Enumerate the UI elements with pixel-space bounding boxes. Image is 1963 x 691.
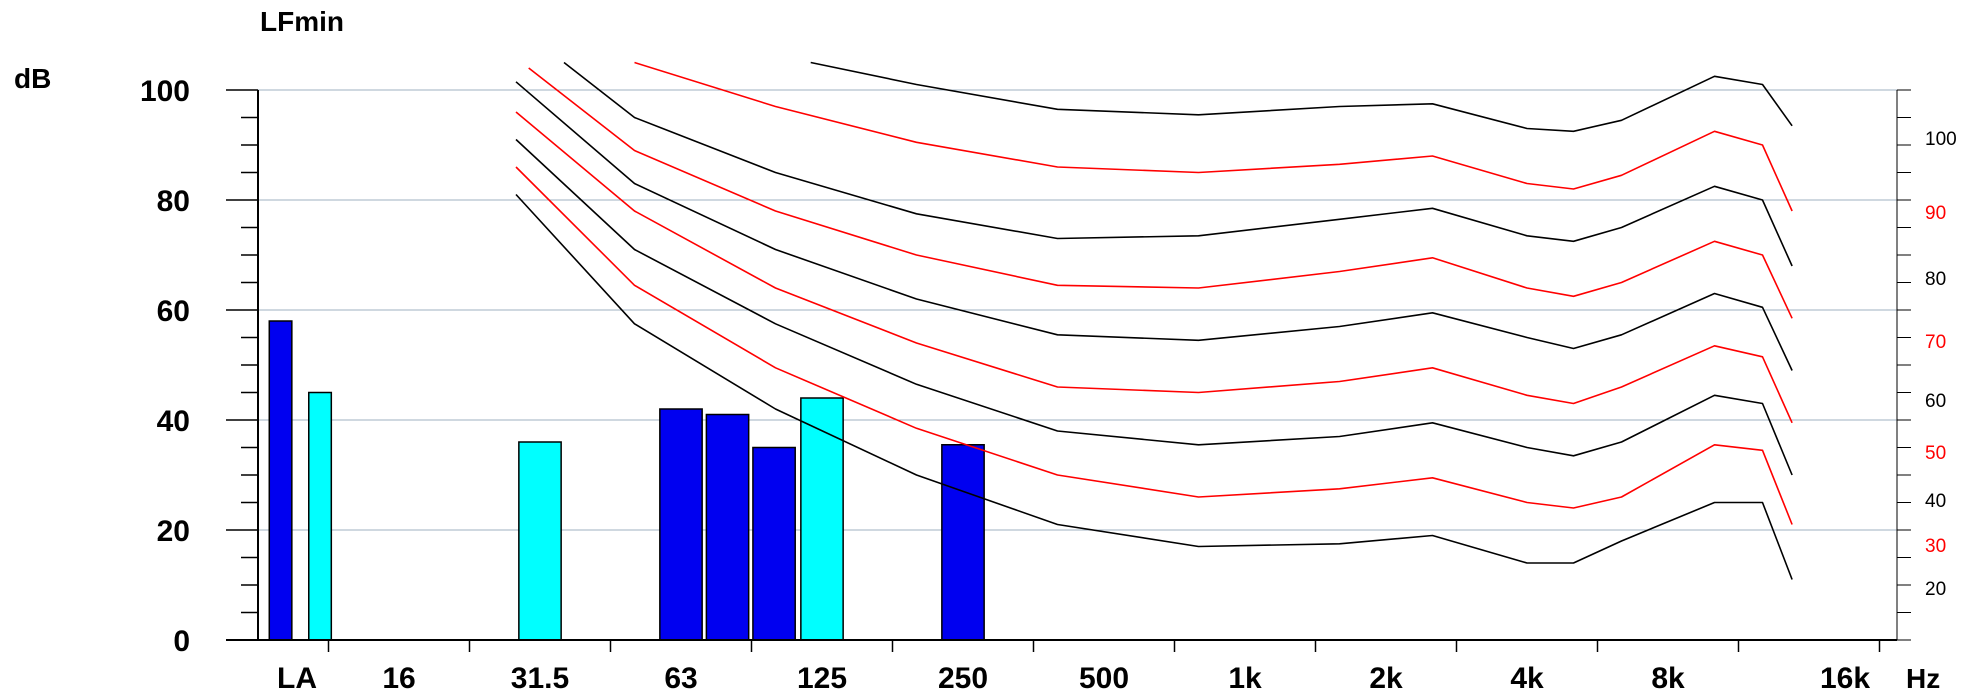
contour-curve-4 xyxy=(515,81,1793,371)
x-tick-label-6: 500 xyxy=(1079,662,1129,691)
x-tick-label-4: 125 xyxy=(797,662,847,691)
y-tick-label-40: 40 xyxy=(157,405,190,438)
right-label-black-80: 80 xyxy=(1925,269,1946,290)
bar-0-1 xyxy=(308,391,333,641)
x-tick-label-5: 250 xyxy=(938,662,988,691)
grid-lines xyxy=(226,89,1897,531)
x-tick-label-10: 8k xyxy=(1651,662,1685,691)
y-tick-label-20: 20 xyxy=(157,515,190,548)
right-label-black-20: 20 xyxy=(1925,579,1946,600)
contour-curve-0 xyxy=(515,193,1793,580)
bar-0-0 xyxy=(268,320,293,641)
x-axis-unit: Hz xyxy=(1906,663,1940,691)
right-label-black-60: 60 xyxy=(1925,391,1946,412)
bars-group xyxy=(268,320,985,641)
y-tick-label-0: 0 xyxy=(173,625,190,658)
bar-1-5 xyxy=(941,444,985,641)
x-tick-label-1: 16 xyxy=(382,662,415,691)
chart-title: LFmin xyxy=(260,6,344,37)
y-tick-label-60: 60 xyxy=(157,295,190,328)
contour-curve-5 xyxy=(528,67,1793,319)
x-tick-label-2: 31.5 xyxy=(511,662,569,691)
right-label-red-30: 30 xyxy=(1925,536,1946,557)
y-axis-label: dB xyxy=(14,63,51,94)
x-tick-label-7: 1k xyxy=(1228,662,1262,691)
contour-curves xyxy=(515,61,1793,580)
right-label-red-70: 70 xyxy=(1925,332,1946,353)
bar-1-0 xyxy=(518,441,562,641)
y-tick-label-80: 80 xyxy=(157,185,190,218)
right-label-black-40: 40 xyxy=(1925,491,1946,512)
y-tick-labels: 0 20 40 60 80 100 xyxy=(140,75,190,658)
contour-curve-2 xyxy=(515,138,1793,476)
right-label-black-100: 100 xyxy=(1925,129,1957,150)
axes xyxy=(226,89,1911,652)
x-tick-label-3: 63 xyxy=(664,662,697,691)
right-axis-labels: 100 80 60 40 20 90 70 50 30 xyxy=(1925,129,1957,600)
x-tick-labels: LA 16 31.5 63 125 250 500 1k 2k 4k 8k 16k xyxy=(277,662,1870,691)
x-tick-label-11: 16k xyxy=(1820,662,1870,691)
contour-curve-1 xyxy=(515,166,1793,525)
contour-curve-8 xyxy=(810,61,1793,133)
bar-1-2 xyxy=(705,413,750,641)
y-tick-label-100: 100 xyxy=(140,75,190,108)
contour-curve-7 xyxy=(634,61,1793,212)
right-label-red-90: 90 xyxy=(1925,203,1946,224)
x-tick-label-9: 4k xyxy=(1510,662,1544,691)
contour-curve-3 xyxy=(515,111,1793,424)
right-label-red-50: 50 xyxy=(1925,443,1946,464)
bar-1-3 xyxy=(752,446,796,641)
x-tick-label-0: LA xyxy=(277,662,317,691)
x-tick-label-8: 2k xyxy=(1369,662,1403,691)
contour-curve-6 xyxy=(563,61,1793,267)
bar-1-4 xyxy=(800,397,844,641)
bar-1-1 xyxy=(659,408,703,641)
